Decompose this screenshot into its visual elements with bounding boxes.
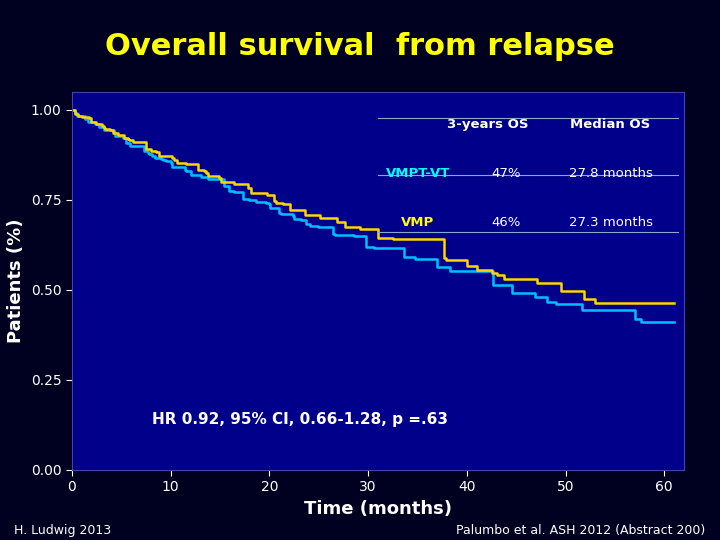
Text: HR 0.92, 95% CI, 0.66-1.28, p =.63: HR 0.92, 95% CI, 0.66-1.28, p =.63: [152, 413, 448, 428]
Text: Median OS: Median OS: [570, 118, 651, 131]
VMP: [670, 300, 678, 306]
Text: 27.3 months: 27.3 months: [569, 216, 652, 229]
VMPT-VT: [670, 319, 678, 326]
VMPT-VT: [637, 319, 646, 326]
VMP: [170, 155, 179, 161]
VMP: [590, 300, 599, 306]
VMPT-VT: [150, 152, 159, 159]
Line: VMPT-VT: VMPT-VT: [72, 110, 674, 322]
Text: 47%: 47%: [492, 167, 521, 180]
Text: H. Ludwig 2013: H. Ludwig 2013: [14, 524, 112, 537]
Text: 46%: 46%: [492, 216, 521, 229]
VMP: [107, 126, 115, 133]
VMPT-VT: [68, 106, 76, 113]
VMP: [120, 134, 129, 141]
Line: VMP: VMP: [72, 110, 674, 303]
VMPT-VT: [637, 316, 646, 322]
Text: VMPT-VT: VMPT-VT: [386, 167, 450, 180]
VMP: [152, 149, 161, 156]
X-axis label: Time (months): Time (months): [304, 500, 452, 518]
VMPT-VT: [85, 119, 94, 125]
Y-axis label: Patients (%): Patients (%): [7, 219, 25, 343]
Text: 27.8 months: 27.8 months: [569, 167, 652, 180]
VMP: [106, 126, 114, 133]
VMP: [580, 296, 588, 302]
VMPT-VT: [329, 224, 338, 231]
Text: VMP: VMP: [401, 216, 434, 229]
Text: 3-years OS: 3-years OS: [447, 118, 529, 131]
VMP: [68, 106, 76, 113]
VMPT-VT: [197, 172, 205, 178]
VMPT-VT: [78, 113, 87, 119]
Text: Palumbo et al. ASH 2012 (Abstract 200): Palumbo et al. ASH 2012 (Abstract 200): [456, 524, 706, 537]
Text: Overall survival  from relapse: Overall survival from relapse: [105, 32, 615, 62]
